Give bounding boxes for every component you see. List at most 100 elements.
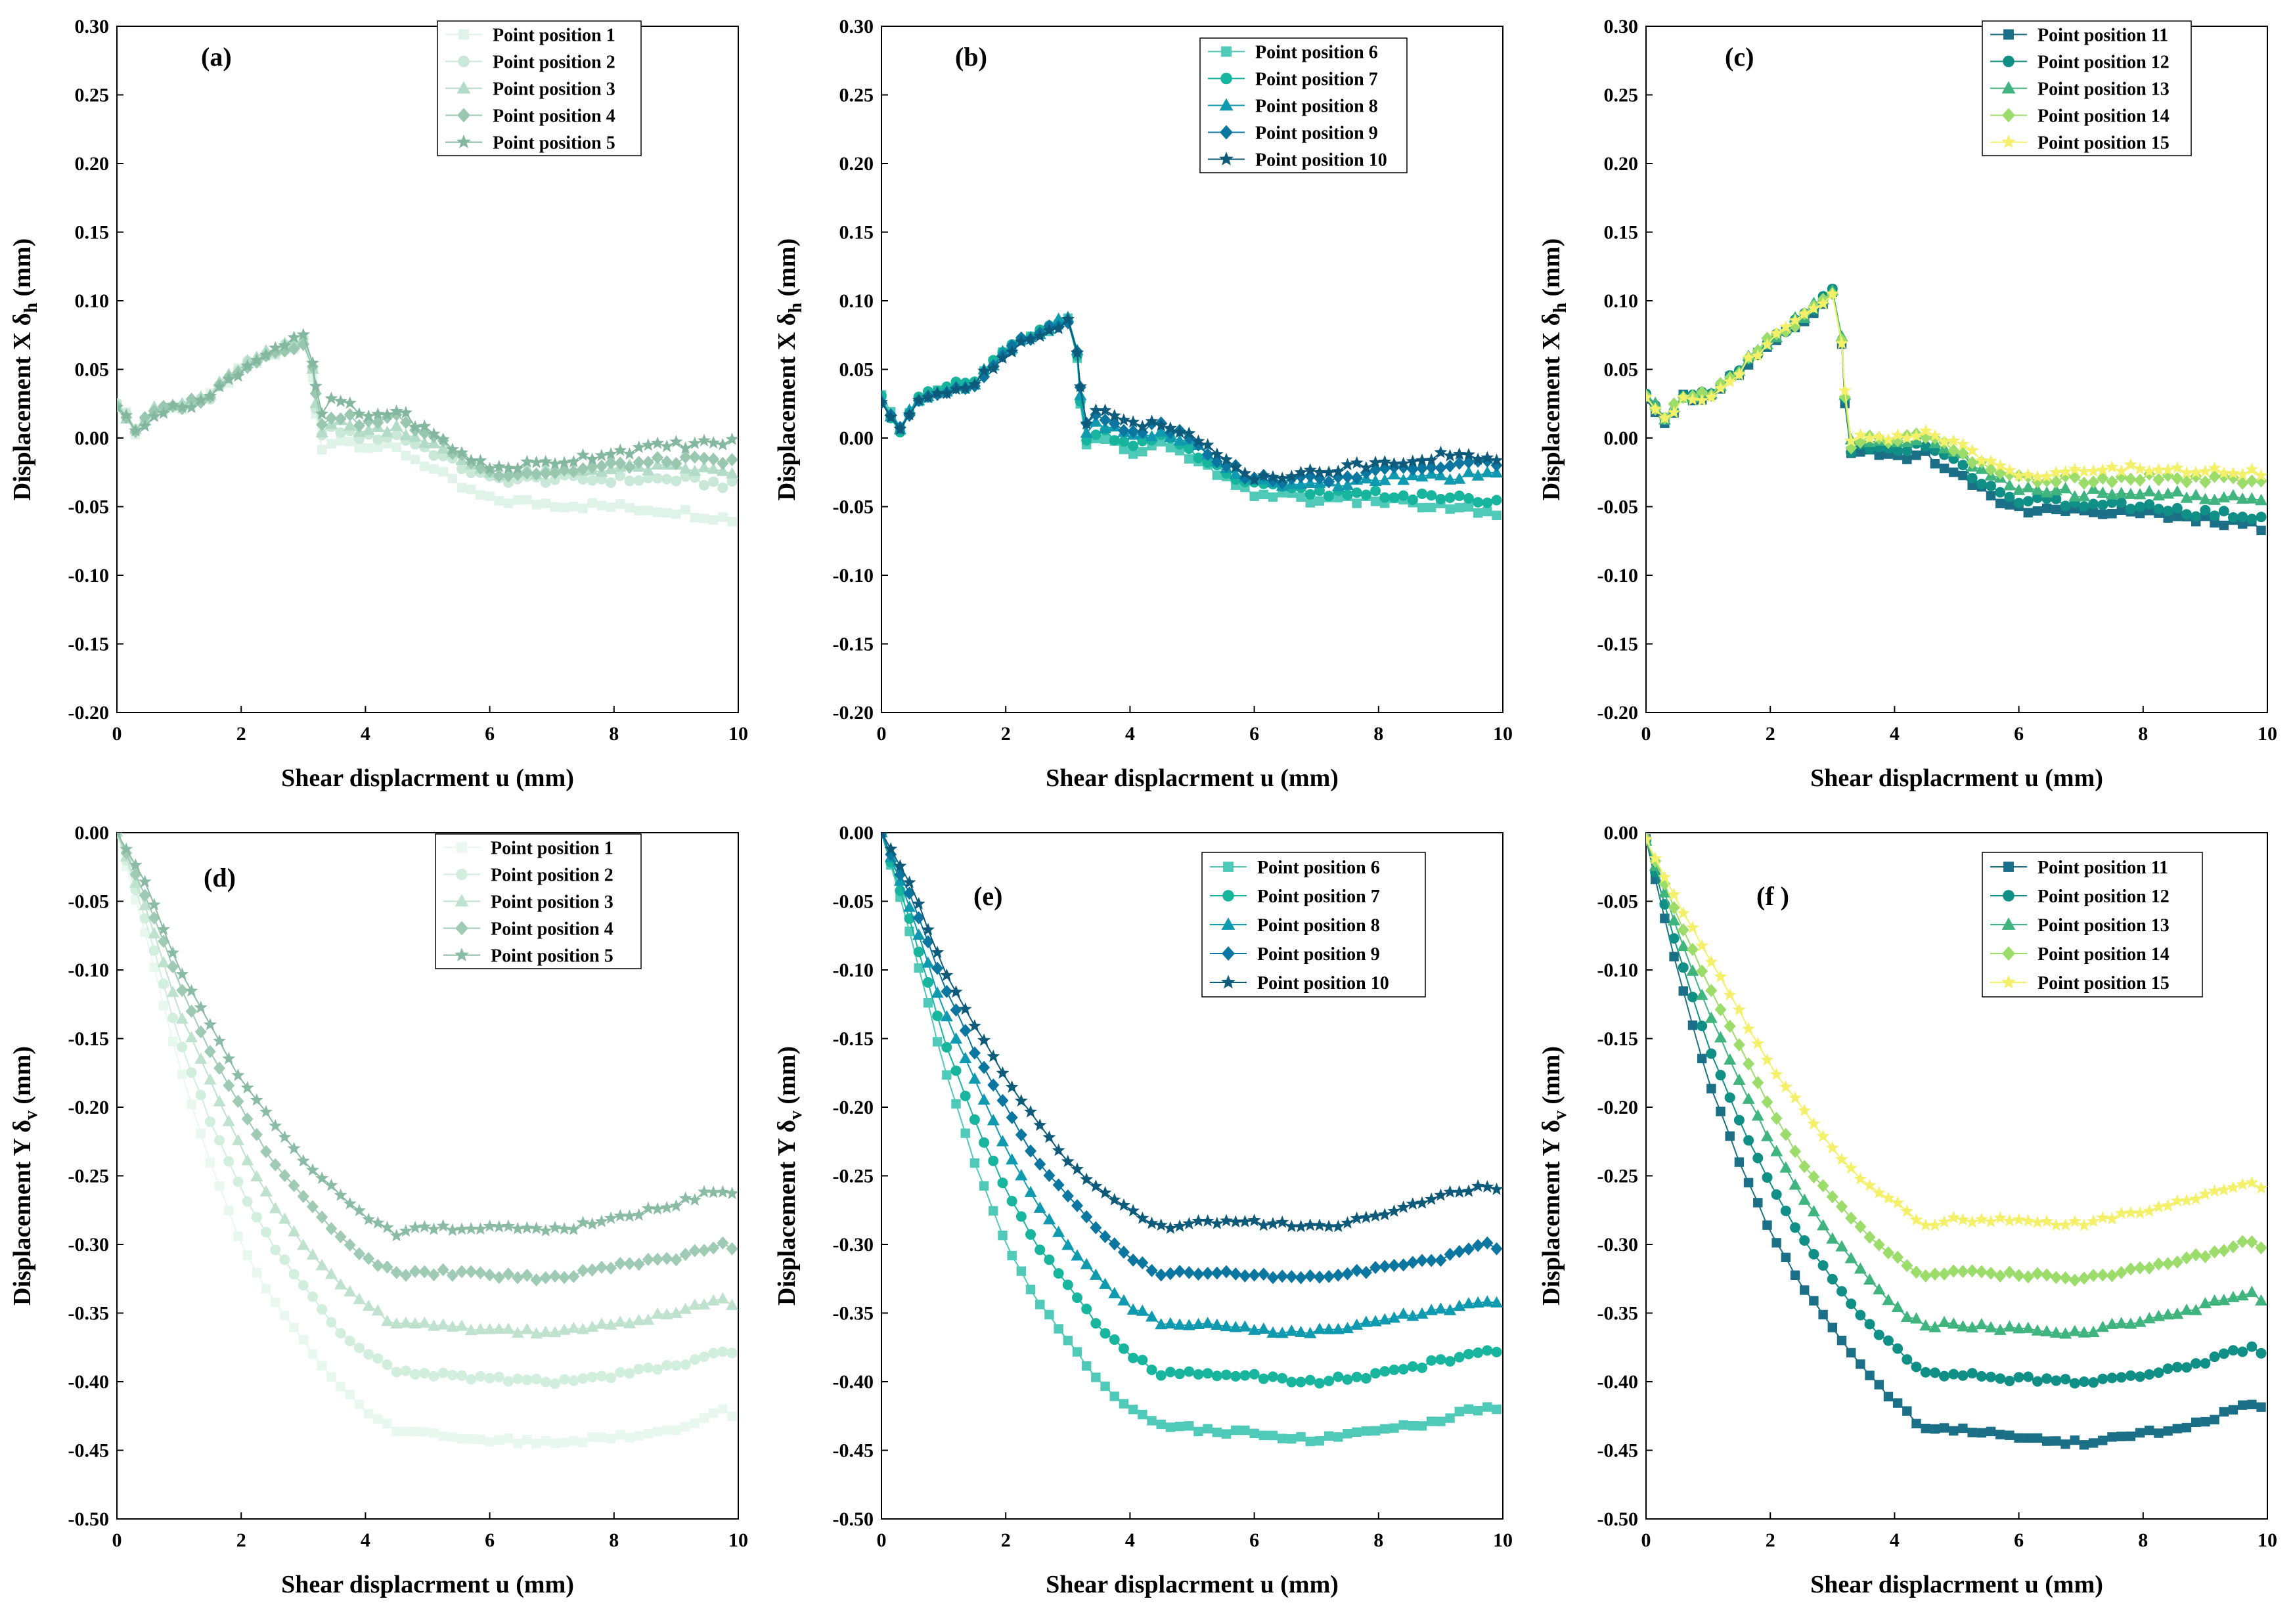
data-point (464, 1221, 478, 1235)
data-point (902, 408, 916, 421)
data-point (456, 1434, 467, 1444)
data-point (1956, 437, 1970, 450)
data-point (1341, 470, 1354, 483)
data-point (2114, 1206, 2128, 1219)
data-point (1258, 1430, 1268, 1441)
data-point (541, 1436, 550, 1446)
legend-marker (456, 81, 471, 94)
legend-marker (1219, 151, 1234, 165)
data-point (1807, 1117, 1821, 1130)
data-point (438, 1431, 448, 1441)
data-point (1035, 1244, 1046, 1256)
data-point (1743, 1177, 1754, 1188)
data-point (1667, 888, 1681, 900)
data-point (1072, 1347, 1082, 1357)
y-tick-label: -0.25 (68, 1166, 110, 1187)
data-point (1695, 988, 1708, 1000)
data-point (1434, 445, 1448, 458)
data-point (1089, 1179, 1103, 1192)
x-tick-label: 10 (1493, 723, 1513, 745)
data-point (548, 1269, 561, 1283)
data-point (1780, 1205, 1791, 1216)
data-point (1716, 1107, 1725, 1116)
data-point (203, 389, 217, 402)
data-point (437, 450, 449, 462)
data-point (2097, 1373, 2108, 1384)
data-point (1359, 461, 1373, 473)
data-point (1378, 1208, 1392, 1221)
data-point (698, 451, 710, 465)
data-point (261, 1284, 271, 1294)
data-point (1145, 1216, 1159, 1229)
data-point (1995, 498, 2005, 508)
data-point (1985, 1266, 1997, 1280)
data-point (1229, 1321, 1242, 1332)
data-point (399, 1316, 412, 1328)
data-point (2135, 1428, 2145, 1437)
data-point (2143, 1312, 2156, 1324)
data-point (1249, 491, 1259, 501)
data-point (1044, 1309, 1054, 1320)
data-point (688, 464, 701, 476)
data-point (652, 1427, 663, 1437)
legend-entry: Point position 9 (1208, 123, 1378, 144)
data-point (979, 1137, 990, 1148)
data-point (2256, 1348, 2267, 1359)
data-point (2181, 509, 2193, 520)
data-point (960, 1090, 971, 1101)
data-point (1715, 1070, 1726, 1081)
data-point (1266, 1271, 1279, 1284)
data-point (606, 477, 617, 489)
data-point (2246, 514, 2258, 525)
data-point (1706, 1048, 1717, 1059)
data-point (1658, 411, 1672, 424)
chart-panel-5: 0.00-0.05-0.10-0.15-0.20-0.25-0.30-0.35-… (773, 822, 1513, 1598)
data-point (587, 1371, 598, 1382)
data-point (1938, 1215, 1951, 1228)
data-point (549, 474, 560, 485)
data-point (2051, 493, 2062, 504)
data-point (399, 1269, 412, 1283)
data-point (2227, 1180, 2240, 1193)
data-point (447, 1432, 458, 1442)
data-point (1975, 1318, 1988, 1330)
data-point (240, 1081, 254, 1094)
x-tick-label: 2 (1001, 723, 1011, 745)
y-axis-title-main: Displacement Y δ (9, 1120, 36, 1306)
data-point (690, 513, 700, 523)
data-point (2087, 464, 2101, 477)
data-point (2171, 485, 2184, 497)
data-point (1239, 1370, 1251, 1381)
data-point (231, 1068, 245, 1082)
data-point (2069, 1378, 2080, 1389)
y-tick-label: -0.30 (68, 1234, 110, 1256)
data-point (1416, 462, 1429, 475)
data-point (2049, 484, 2062, 496)
data-point (1350, 1318, 1364, 1330)
y-tick-label: -0.10 (833, 565, 874, 586)
legend-marker (1221, 917, 1236, 930)
data-point (2021, 1214, 2035, 1227)
data-point (1415, 1307, 1429, 1319)
data-point (1417, 1362, 1428, 1373)
data-point (587, 1432, 597, 1442)
data-point (623, 447, 636, 460)
data-point (1789, 1145, 1802, 1158)
data-point (317, 1304, 328, 1315)
data-point (531, 1439, 541, 1449)
y-tick-label: -0.05 (1597, 496, 1639, 518)
data-point (1919, 424, 1932, 437)
data-point (1846, 1348, 1856, 1358)
data-point (147, 409, 161, 422)
data-point (1452, 447, 1466, 460)
y-tick-label: 0.05 (75, 359, 110, 381)
data-point (1388, 1259, 1400, 1273)
data-point (1201, 1266, 1214, 1280)
data-point (716, 1185, 730, 1198)
data-point (309, 379, 323, 392)
data-point (2022, 496, 2034, 507)
data-point (1220, 452, 1233, 466)
data-point (1193, 1369, 1204, 1380)
legend-label: Point position 2 (493, 53, 615, 73)
data-point (1417, 1421, 1427, 1431)
